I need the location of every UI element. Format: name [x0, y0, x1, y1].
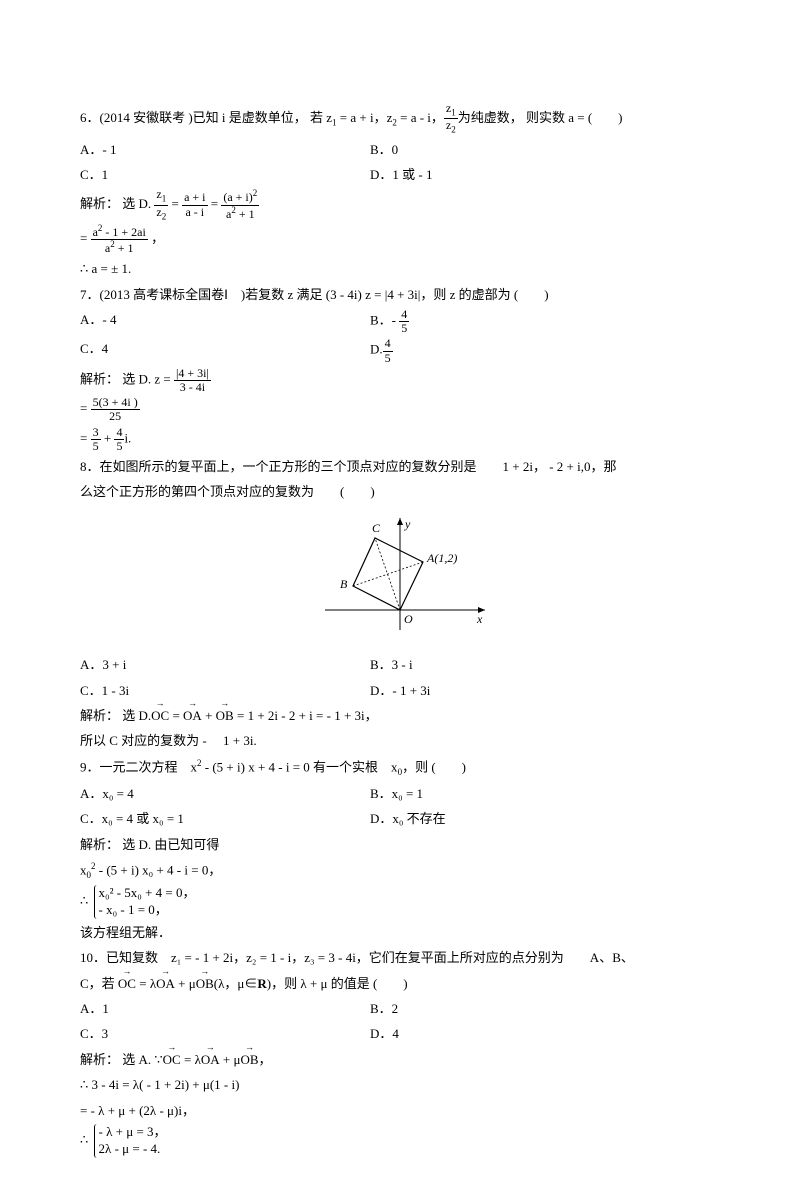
fig-label-C: C	[372, 521, 381, 535]
q10-optB: B．2	[370, 997, 720, 1020]
q10-sol-3: = - λ + μ + (2λ - μ)i，	[80, 1099, 720, 1122]
q10-options-1: A．1 B．2	[80, 997, 720, 1020]
q8-optB: B．3 - i	[370, 653, 720, 676]
q6-optA: A．- 1	[80, 138, 370, 161]
q8-optD: D．- 1 + 3i	[370, 679, 720, 702]
q10-sol-2: ∴ 3 - 4i = λ( - 1 + 2i) + μ(1 - i)	[80, 1073, 720, 1096]
q8-optA: A．3 + i	[80, 653, 370, 676]
q9-sol-2: x02 - (5 + i) x₀ + 4 - i = 0，	[80, 858, 720, 883]
q9-sol-1: 解析： 选 D. 由已知可得	[80, 833, 720, 856]
q8-sol-2: 所以 C 对应的复数为 - 1 + 3i.	[80, 729, 720, 752]
q10-stem-2: C，若 OC = λOA + μOB(λ，μ∈R)，则 λ + μ 的值是 ( …	[80, 972, 720, 995]
q8-options-2: C．1 - 3i D．- 1 + 3i	[80, 679, 720, 702]
q7-optA: A．- 4	[80, 308, 370, 335]
fig-label-y: y	[404, 517, 411, 531]
q9-stem: 9．一元二次方程 x2 - (5 + i) x + 4 - i = 0 有一个实…	[80, 755, 720, 780]
q7-sol-3: = 35 + 45i.	[80, 426, 720, 453]
q7-sol-1: 解析： 选 D. z = |4 + 3i|3 - 4i	[80, 367, 720, 394]
q6-sol-2: = a2 - 1 + 2aia2 + 1 ，	[80, 224, 720, 255]
q8-stem-2: 么这个正方形的第四个顶点对应的复数为 ( )	[80, 480, 720, 503]
q9-sol-brace: ∴ x₀² - 5x₀ + 4 = 0， - x₀ - 1 = 0，	[80, 885, 720, 919]
q8-stem-1: 8．在如图所示的复平面上，一个正方形的三个顶点对应的复数分别是 1 + 2i， …	[80, 455, 720, 478]
q10-optD: D．4	[370, 1022, 720, 1045]
q10-stem-1: 10．已知复数 z₁ = - 1 + 2i，z₂ = 1 - i，z₃ = 3 …	[80, 946, 720, 969]
q6-stem: 6．(2014 安徽联考 )已知 i 是虚数单位， 若 z1 = a + i，z…	[80, 102, 720, 136]
q7-optD: D.45	[370, 337, 720, 364]
q6-optB: B．0	[370, 138, 720, 161]
q8-sol-1: 解析： 选 D.OC = OA + OB = 1 + 2i - 2 + i = …	[80, 704, 720, 727]
q6-sol-1: 解析： 选 D. z1z2 = a + ia - i = (a + i)2a2 …	[80, 188, 720, 222]
q6-options-1: A．- 1 B．0	[80, 138, 720, 161]
fig-label-B: B	[340, 577, 348, 591]
fig-label-A: A(1,2)	[426, 551, 457, 565]
q7-options-1: A．- 4 B．- 45	[80, 308, 720, 335]
q9-sol-4: 该方程组无解．	[80, 921, 720, 944]
q6-optC: C．1	[80, 163, 370, 186]
q9-options-1: A．x₀ = 4 B．x₀ = 1	[80, 782, 720, 805]
fig-label-x: x	[476, 612, 483, 626]
q7-optC: C．4	[80, 337, 370, 364]
q10-sol-brace: ∴ - λ + μ = 3， 2λ - μ = - 4.	[80, 1124, 720, 1158]
q6-optD: D．1 或 - 1	[370, 163, 720, 186]
q7-optB: B．- 45	[370, 308, 720, 335]
q9-options-2: C．x₀ = 4 或 x₀ = 1 D．x₀ 不存在	[80, 807, 720, 830]
exam-page: 6．(2014 安徽联考 )已知 i 是虚数单位， 若 z1 = a + i，z…	[0, 0, 800, 1198]
q10-sol-1: 解析： 选 A. ∵OC = λOA + μOB，	[80, 1048, 720, 1071]
q9-optD: D．x₀ 不存在	[370, 807, 720, 830]
q7-sol-2: = 5(3 + 4i )25	[80, 396, 720, 423]
q9-optC: C．x₀ = 4 或 x₀ = 1	[80, 807, 370, 830]
fig-label-O: O	[404, 612, 413, 626]
q8-options-1: A．3 + i B．3 - i	[80, 653, 720, 676]
q10-optC: C．3	[80, 1022, 370, 1045]
q9-optB: B．x₀ = 1	[370, 782, 720, 805]
q10-optA: A．1	[80, 997, 370, 1020]
q6-options-2: C．1 D．1 或 - 1	[80, 163, 720, 186]
q7-options-2: C．4 D.45	[80, 337, 720, 364]
q7-stem: 7．(2013 高考课标全国卷Ⅰ )若复数 z 满足 (3 - 4i) z = …	[80, 283, 720, 306]
q6-sol-3: ∴ a = ± 1.	[80, 257, 720, 280]
q9-optA: A．x₀ = 4	[80, 782, 370, 805]
q8-figure: C y A(1,2) B O x	[80, 510, 720, 647]
